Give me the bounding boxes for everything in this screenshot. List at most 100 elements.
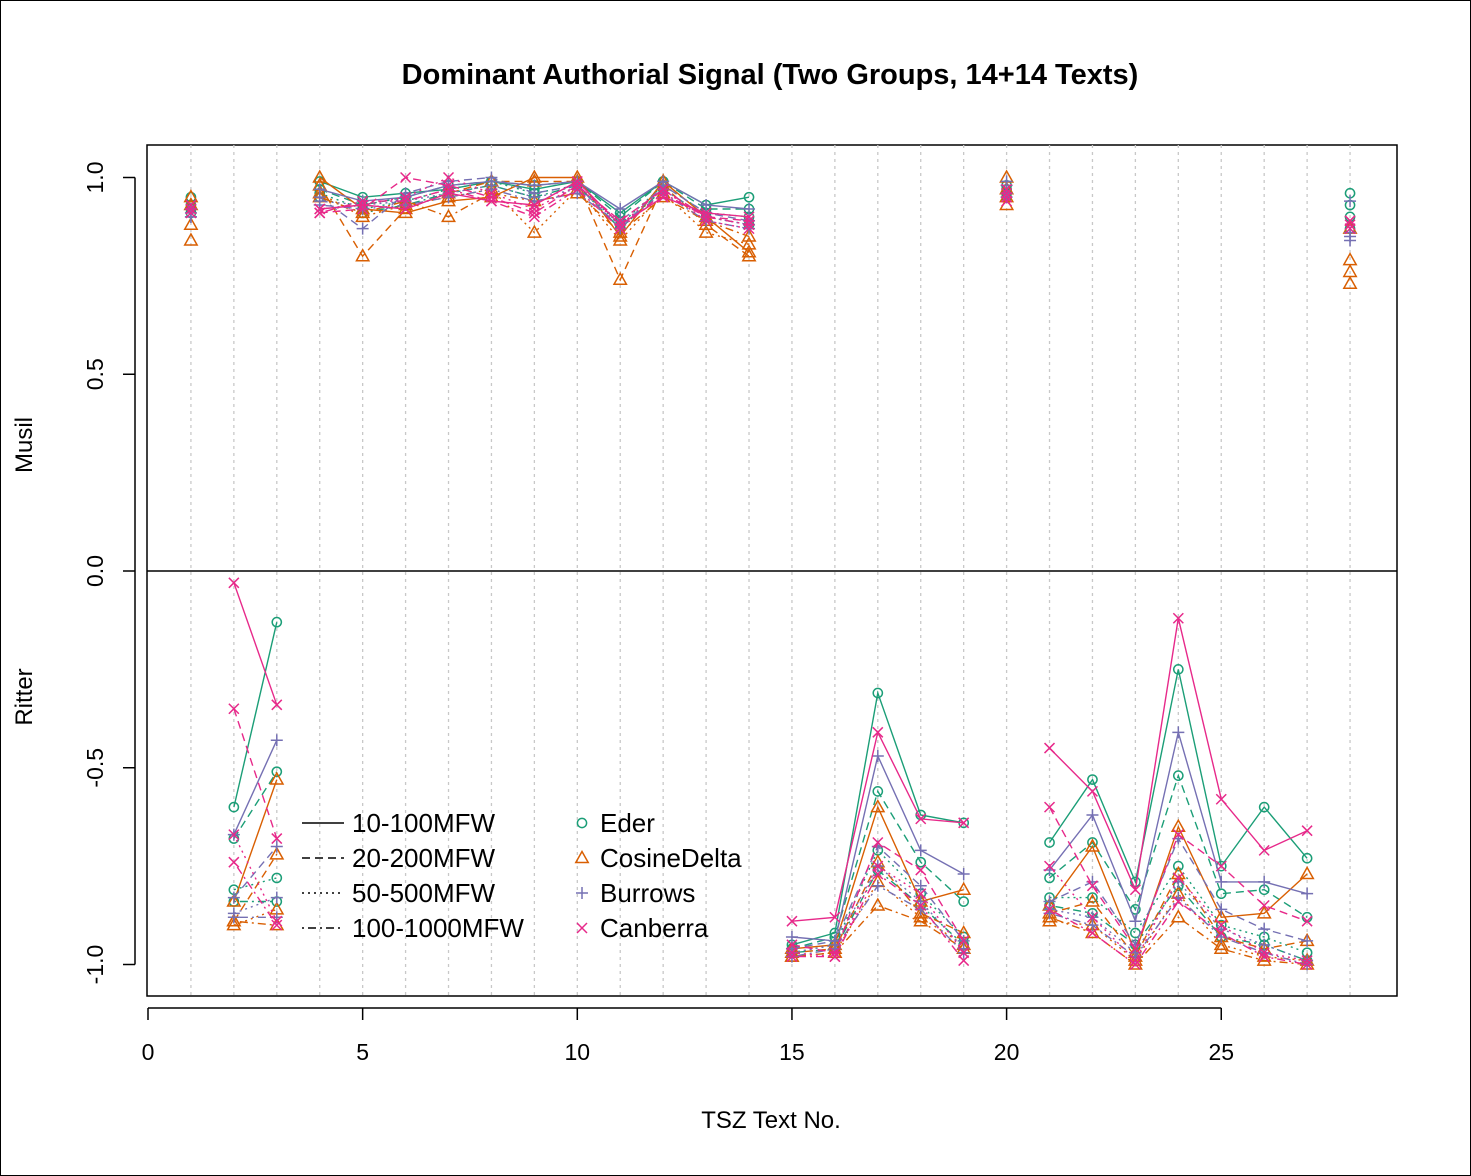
data-point bbox=[485, 187, 497, 199]
data-point bbox=[1172, 770, 1184, 781]
data-point bbox=[698, 224, 714, 238]
series-line bbox=[791, 690, 964, 946]
series-group bbox=[183, 169, 1358, 971]
data-point bbox=[614, 223, 626, 235]
series-line bbox=[233, 920, 277, 926]
data-point bbox=[228, 577, 240, 589]
data-point bbox=[1042, 909, 1058, 923]
data-point bbox=[228, 801, 240, 813]
data-point bbox=[1129, 955, 1141, 967]
data-point bbox=[1342, 263, 1358, 278]
data-point bbox=[741, 248, 757, 262]
data-point bbox=[743, 219, 755, 231]
data-point bbox=[1344, 230, 1357, 243]
legend-linetypes: 10-100MFW 20-200MFW 50-500MFW 100-1000MFW bbox=[302, 808, 524, 943]
data-point bbox=[571, 179, 583, 191]
series-line bbox=[319, 180, 749, 218]
data-point bbox=[743, 191, 755, 203]
data-point bbox=[356, 222, 369, 235]
data-point bbox=[741, 244, 757, 258]
data-point bbox=[870, 799, 886, 813]
data-point bbox=[271, 872, 283, 884]
y-tick-label: 1.0 bbox=[82, 162, 108, 194]
y-tick-label: -0.5 bbox=[82, 748, 108, 788]
data-point bbox=[1215, 875, 1228, 888]
data-point bbox=[185, 199, 197, 211]
data-point bbox=[528, 211, 540, 223]
x-axis: 0 5 10 15 20 25 bbox=[142, 1007, 1234, 1065]
data-point bbox=[700, 207, 712, 219]
data-point bbox=[1084, 838, 1100, 852]
data-point bbox=[271, 616, 283, 628]
y-axis-label-ritter: Ritter bbox=[11, 668, 38, 725]
data-point bbox=[1086, 919, 1099, 932]
series-line bbox=[319, 176, 750, 222]
data-point bbox=[1301, 887, 1314, 900]
data-point bbox=[614, 215, 626, 227]
data-point bbox=[1344, 195, 1357, 208]
data-point bbox=[228, 856, 240, 868]
series-line bbox=[233, 622, 278, 808]
series-line bbox=[233, 877, 277, 891]
data-point bbox=[1301, 958, 1313, 971]
data-point bbox=[442, 179, 455, 191]
legend-marker-burrows bbox=[576, 887, 588, 899]
data-point bbox=[1301, 934, 1314, 947]
data-point bbox=[1129, 943, 1141, 955]
data-point bbox=[400, 203, 412, 215]
data-point bbox=[1001, 195, 1013, 207]
data-point bbox=[1344, 219, 1356, 231]
data-point bbox=[355, 248, 371, 262]
data-point bbox=[485, 195, 497, 207]
data-point bbox=[1215, 793, 1227, 805]
series-line bbox=[319, 176, 750, 253]
y-tick-label: 0.5 bbox=[82, 358, 108, 390]
data-point bbox=[528, 207, 540, 219]
data-point bbox=[614, 202, 627, 215]
data-point bbox=[357, 195, 369, 207]
x-tick-label: 25 bbox=[1208, 1039, 1234, 1065]
data-point bbox=[1172, 829, 1184, 841]
data-point bbox=[226, 893, 242, 907]
x-axis-label: TSZ Text No. bbox=[701, 1107, 841, 1134]
legend-label-cosinedelta: CosineDelta bbox=[600, 843, 742, 873]
series-line bbox=[1049, 864, 1308, 954]
data-point bbox=[526, 224, 542, 238]
data-point bbox=[871, 879, 884, 892]
data-point bbox=[785, 930, 798, 943]
data-point bbox=[786, 951, 798, 963]
data-point bbox=[228, 703, 240, 715]
data-point bbox=[185, 203, 197, 215]
x-tick-label: 5 bbox=[356, 1039, 369, 1065]
data-point bbox=[914, 879, 927, 892]
data-point bbox=[657, 183, 669, 195]
data-point bbox=[657, 191, 669, 203]
data-point bbox=[314, 207, 326, 219]
legend-label-100-1000mfw: 100-1000MFW bbox=[352, 913, 524, 943]
data-point bbox=[958, 896, 970, 907]
data-point bbox=[227, 911, 240, 924]
data-point bbox=[786, 947, 798, 959]
data-point bbox=[1001, 191, 1013, 203]
data-point bbox=[872, 726, 884, 738]
data-point bbox=[786, 915, 798, 927]
x-tick-label: 15 bbox=[779, 1039, 805, 1065]
data-point bbox=[958, 935, 970, 947]
data-point bbox=[913, 913, 929, 927]
data-point bbox=[1342, 275, 1358, 289]
legend-label-20-200mfw: 20-200MFW bbox=[352, 843, 495, 873]
y-axis: -1.0 -0.5 0.0 0.5 1.0 bbox=[82, 162, 136, 984]
series-canberra-20-200mfw bbox=[185, 171, 1356, 959]
data-point bbox=[312, 169, 328, 183]
data-point bbox=[1043, 903, 1056, 915]
data-point bbox=[786, 939, 798, 951]
series-line bbox=[791, 904, 965, 958]
data-point bbox=[1299, 865, 1315, 880]
data-point bbox=[1043, 860, 1056, 872]
series-line bbox=[319, 188, 750, 246]
series-line bbox=[233, 739, 278, 835]
data-point bbox=[183, 189, 199, 203]
data-point bbox=[1344, 223, 1356, 235]
data-point bbox=[1258, 923, 1271, 936]
